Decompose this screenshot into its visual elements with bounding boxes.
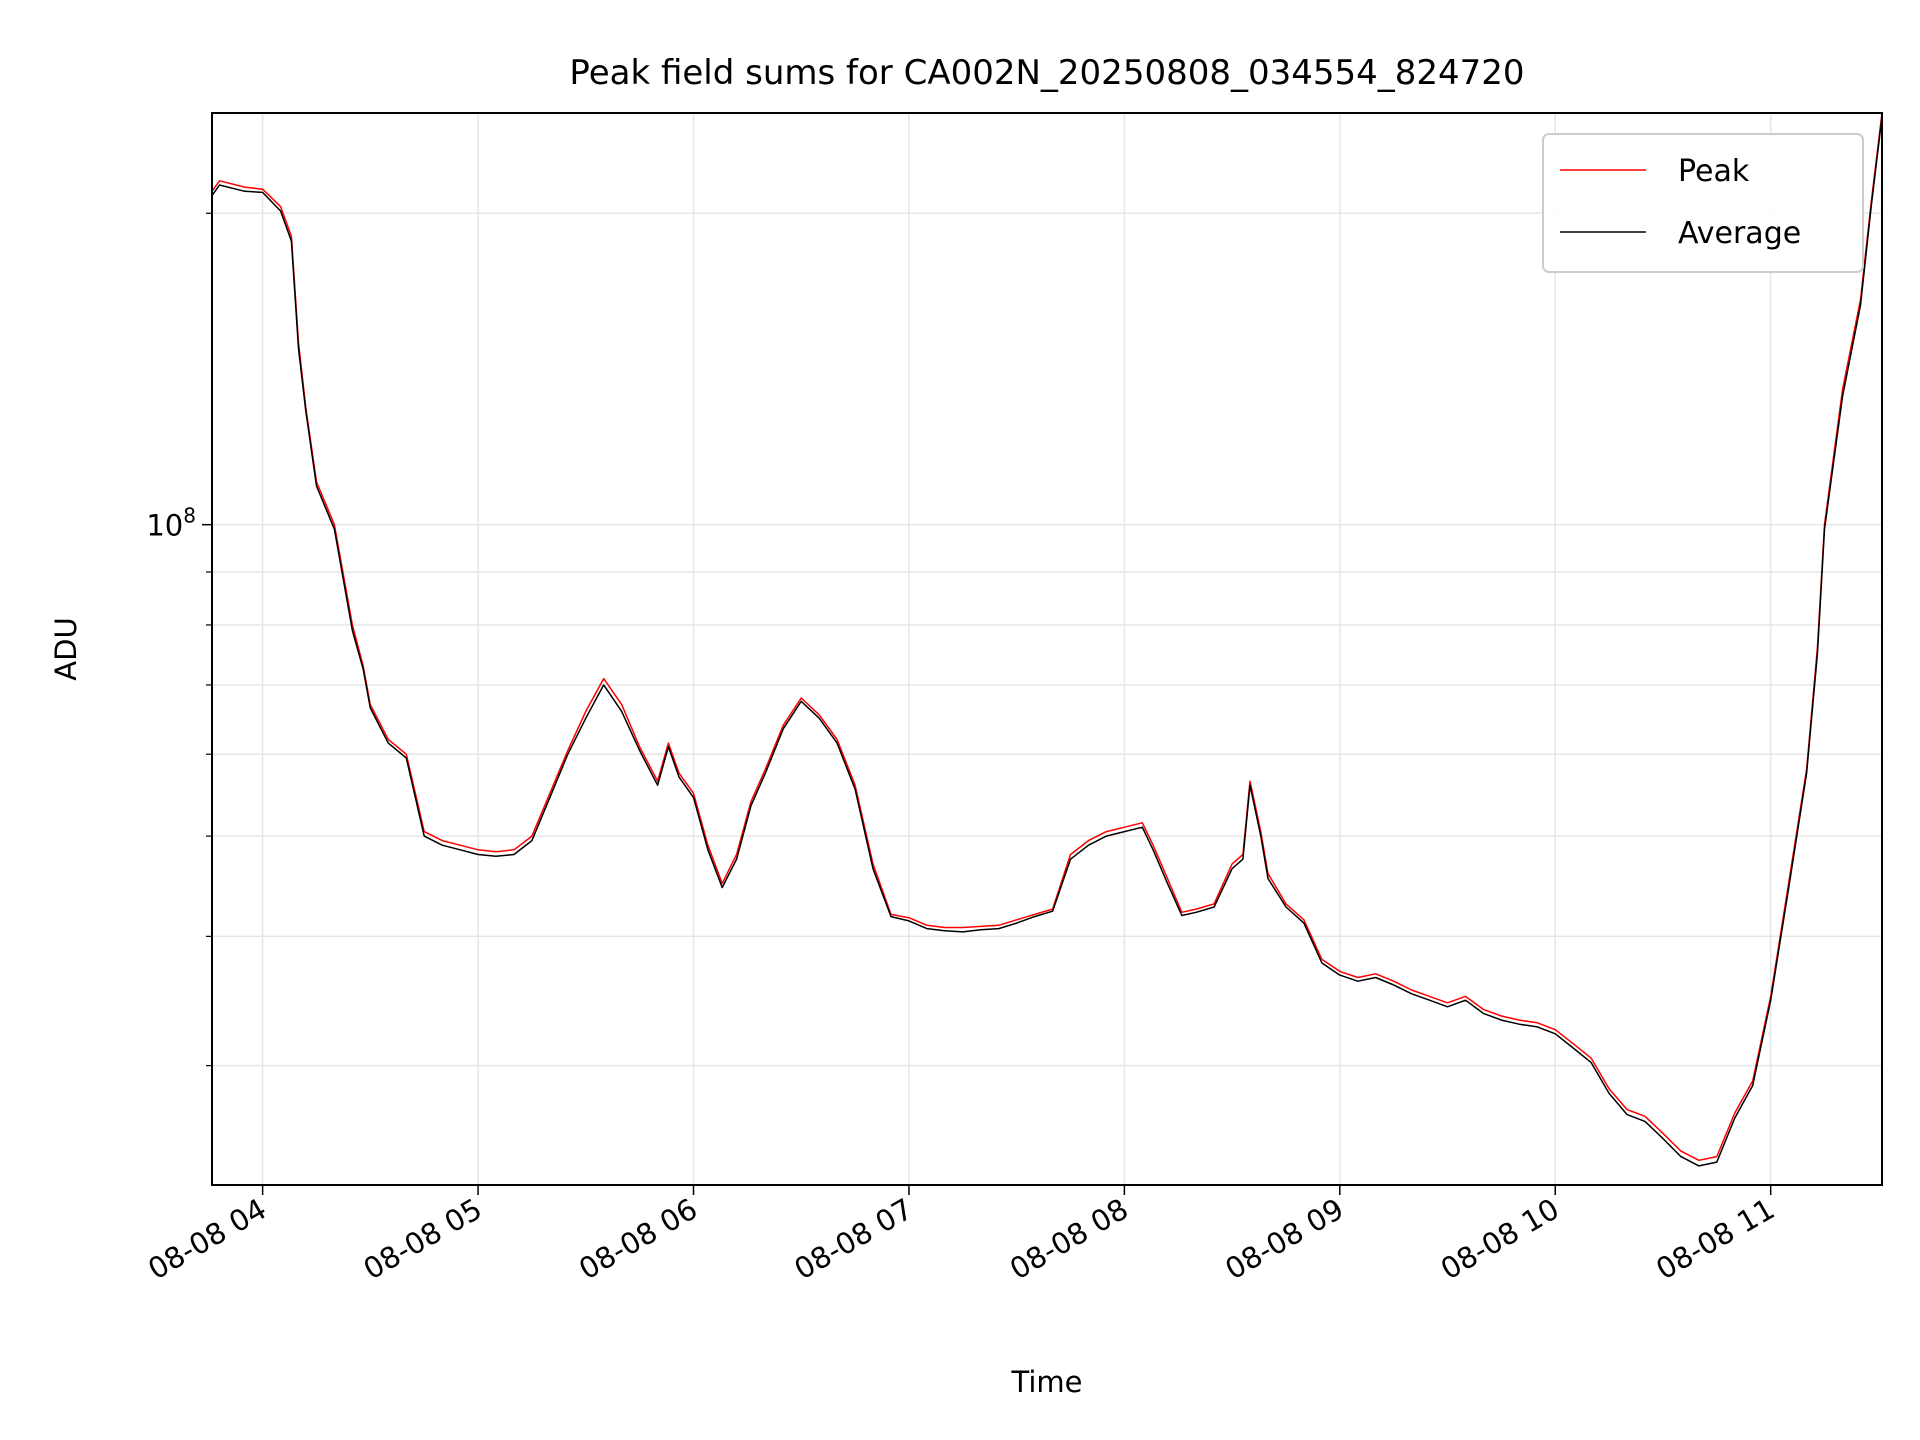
grid (212, 113, 1882, 1185)
chart-title: Peak field sums for CA002N_20250808_0345… (569, 53, 1524, 93)
y-tick-label: 108 (146, 504, 196, 543)
legend-label-average: Average (1678, 216, 1801, 251)
plot-frame (211, 112, 1883, 1186)
series-line-peak (212, 113, 1882, 1162)
series-line-average (212, 116, 1882, 1167)
series-layer (212, 113, 1882, 1167)
x-axis-label: Time (1011, 1365, 1083, 1399)
legend: Peak Average (1542, 133, 1864, 273)
legend-label-peak: Peak (1678, 154, 1750, 189)
y-axis-label: ADU (49, 617, 83, 680)
legend-box (1542, 133, 1864, 273)
y-axis: 108 (146, 212, 212, 1067)
